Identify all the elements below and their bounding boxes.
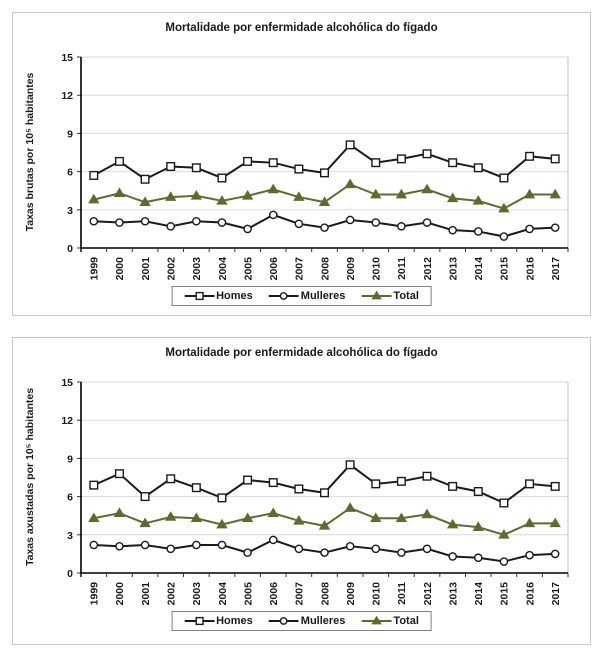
svg-text:2001: 2001 — [140, 257, 152, 281]
triangle-marker-icon — [361, 615, 392, 625]
line-chart-taxas-axustadas: 0 3 6 9 12 15 1999 2000 2001 2002 2003 2004 2005 2006… — [61, 377, 569, 606]
legend-item-homes: Homes — [184, 290, 253, 302]
svg-text:2017: 2017 — [550, 582, 562, 606]
svg-text:2011: 2011 — [396, 582, 408, 605]
chart-legend: Homes Mulleres Total — [171, 286, 432, 306]
circle-marker-icon — [268, 292, 299, 300]
svg-text:2012: 2012 — [422, 257, 434, 281]
svg-text:2000: 2000 — [114, 582, 126, 606]
svg-text:2008: 2008 — [319, 582, 331, 606]
legend-item-total: Total — [361, 290, 419, 302]
svg-text:2009: 2009 — [345, 257, 357, 281]
square-marker-icon — [184, 291, 215, 301]
svg-text:0: 0 — [67, 243, 73, 255]
circle-marker-icon — [268, 617, 299, 625]
svg-text:2015: 2015 — [499, 257, 511, 281]
legend-label: Total — [393, 615, 419, 627]
svg-text:2009: 2009 — [345, 582, 357, 606]
svg-text:2005: 2005 — [242, 582, 254, 606]
svg-text:2008: 2008 — [319, 257, 331, 281]
svg-text:1999: 1999 — [89, 582, 101, 606]
svg-text:15: 15 — [61, 377, 73, 389]
svg-text:2016: 2016 — [524, 257, 536, 281]
svg-text:2017: 2017 — [550, 257, 562, 281]
legend-label: Homes — [216, 290, 253, 302]
svg-text:3: 3 — [67, 205, 73, 217]
legend-label: Mulleres — [300, 615, 346, 627]
svg-text:1999: 1999 — [89, 257, 101, 281]
svg-text:12: 12 — [61, 90, 73, 102]
svg-text:2007: 2007 — [294, 582, 306, 606]
svg-text:2003: 2003 — [191, 582, 203, 606]
chart-legend: Homes Mulleres Total — [171, 611, 432, 631]
svg-text:2016: 2016 — [524, 582, 536, 606]
svg-text:9: 9 — [67, 453, 73, 465]
svg-text:2006: 2006 — [268, 257, 280, 281]
svg-text:2015: 2015 — [499, 582, 511, 606]
series-homes — [89, 460, 560, 508]
legend-label: Homes — [216, 615, 253, 627]
square-marker-icon — [184, 616, 215, 626]
svg-text:2013: 2013 — [447, 582, 459, 606]
svg-text:15: 15 — [61, 52, 73, 64]
svg-text:2004: 2004 — [217, 257, 229, 281]
svg-text:2002: 2002 — [166, 257, 178, 281]
svg-text:2000: 2000 — [114, 257, 126, 281]
series-mulleres — [89, 535, 560, 566]
svg-text:2012: 2012 — [422, 582, 434, 606]
triangle-marker-icon — [361, 290, 392, 300]
svg-text:2005: 2005 — [242, 257, 254, 281]
svg-text:9: 9 — [67, 128, 73, 140]
legend-item-homes: Homes — [184, 615, 253, 627]
svg-text:2001: 2001 — [140, 582, 152, 606]
legend-label: Mulleres — [300, 290, 346, 302]
svg-text:2011: 2011 — [396, 257, 408, 280]
svg-text:2006: 2006 — [268, 582, 280, 606]
chart-title: Mortalidade por enfermidade alcohólica d… — [165, 347, 438, 359]
line-chart-taxas-brutas: 0 3 6 9 12 15 1999 2000 2001 2002 2003 2004 2005 2006… — [61, 52, 569, 281]
chart-panel-taxas-brutas: Mortalidade por enfermidade alcohólica d… — [12, 12, 591, 316]
svg-text:2002: 2002 — [166, 582, 178, 606]
series-total — [88, 502, 561, 539]
legend-item-mulleres: Mulleres — [268, 290, 346, 302]
svg-text:12: 12 — [61, 415, 73, 427]
svg-text:2010: 2010 — [371, 257, 383, 281]
svg-text:2003: 2003 — [191, 257, 203, 281]
svg-text:2013: 2013 — [447, 257, 459, 281]
legend-label: Total — [393, 290, 419, 302]
series-homes — [89, 140, 560, 184]
svg-text:2007: 2007 — [294, 257, 306, 281]
series-mulleres — [89, 210, 560, 241]
chart-title: Mortalidade por enfermidade alcohólica d… — [165, 22, 438, 34]
svg-text:6: 6 — [67, 167, 73, 179]
svg-text:2014: 2014 — [473, 257, 485, 281]
svg-text:6: 6 — [67, 492, 73, 504]
chart-panel-taxas-axustadas: Mortalidade por enfermidade alcohólica d… — [12, 337, 591, 645]
legend-item-total: Total — [361, 615, 419, 627]
series-total — [88, 178, 561, 213]
svg-text:0: 0 — [67, 568, 73, 580]
svg-text:2014: 2014 — [473, 582, 485, 606]
svg-text:2010: 2010 — [371, 582, 383, 606]
legend-item-mulleres: Mulleres — [268, 615, 346, 627]
svg-text:2004: 2004 — [217, 582, 229, 606]
svg-text:3: 3 — [67, 530, 73, 542]
